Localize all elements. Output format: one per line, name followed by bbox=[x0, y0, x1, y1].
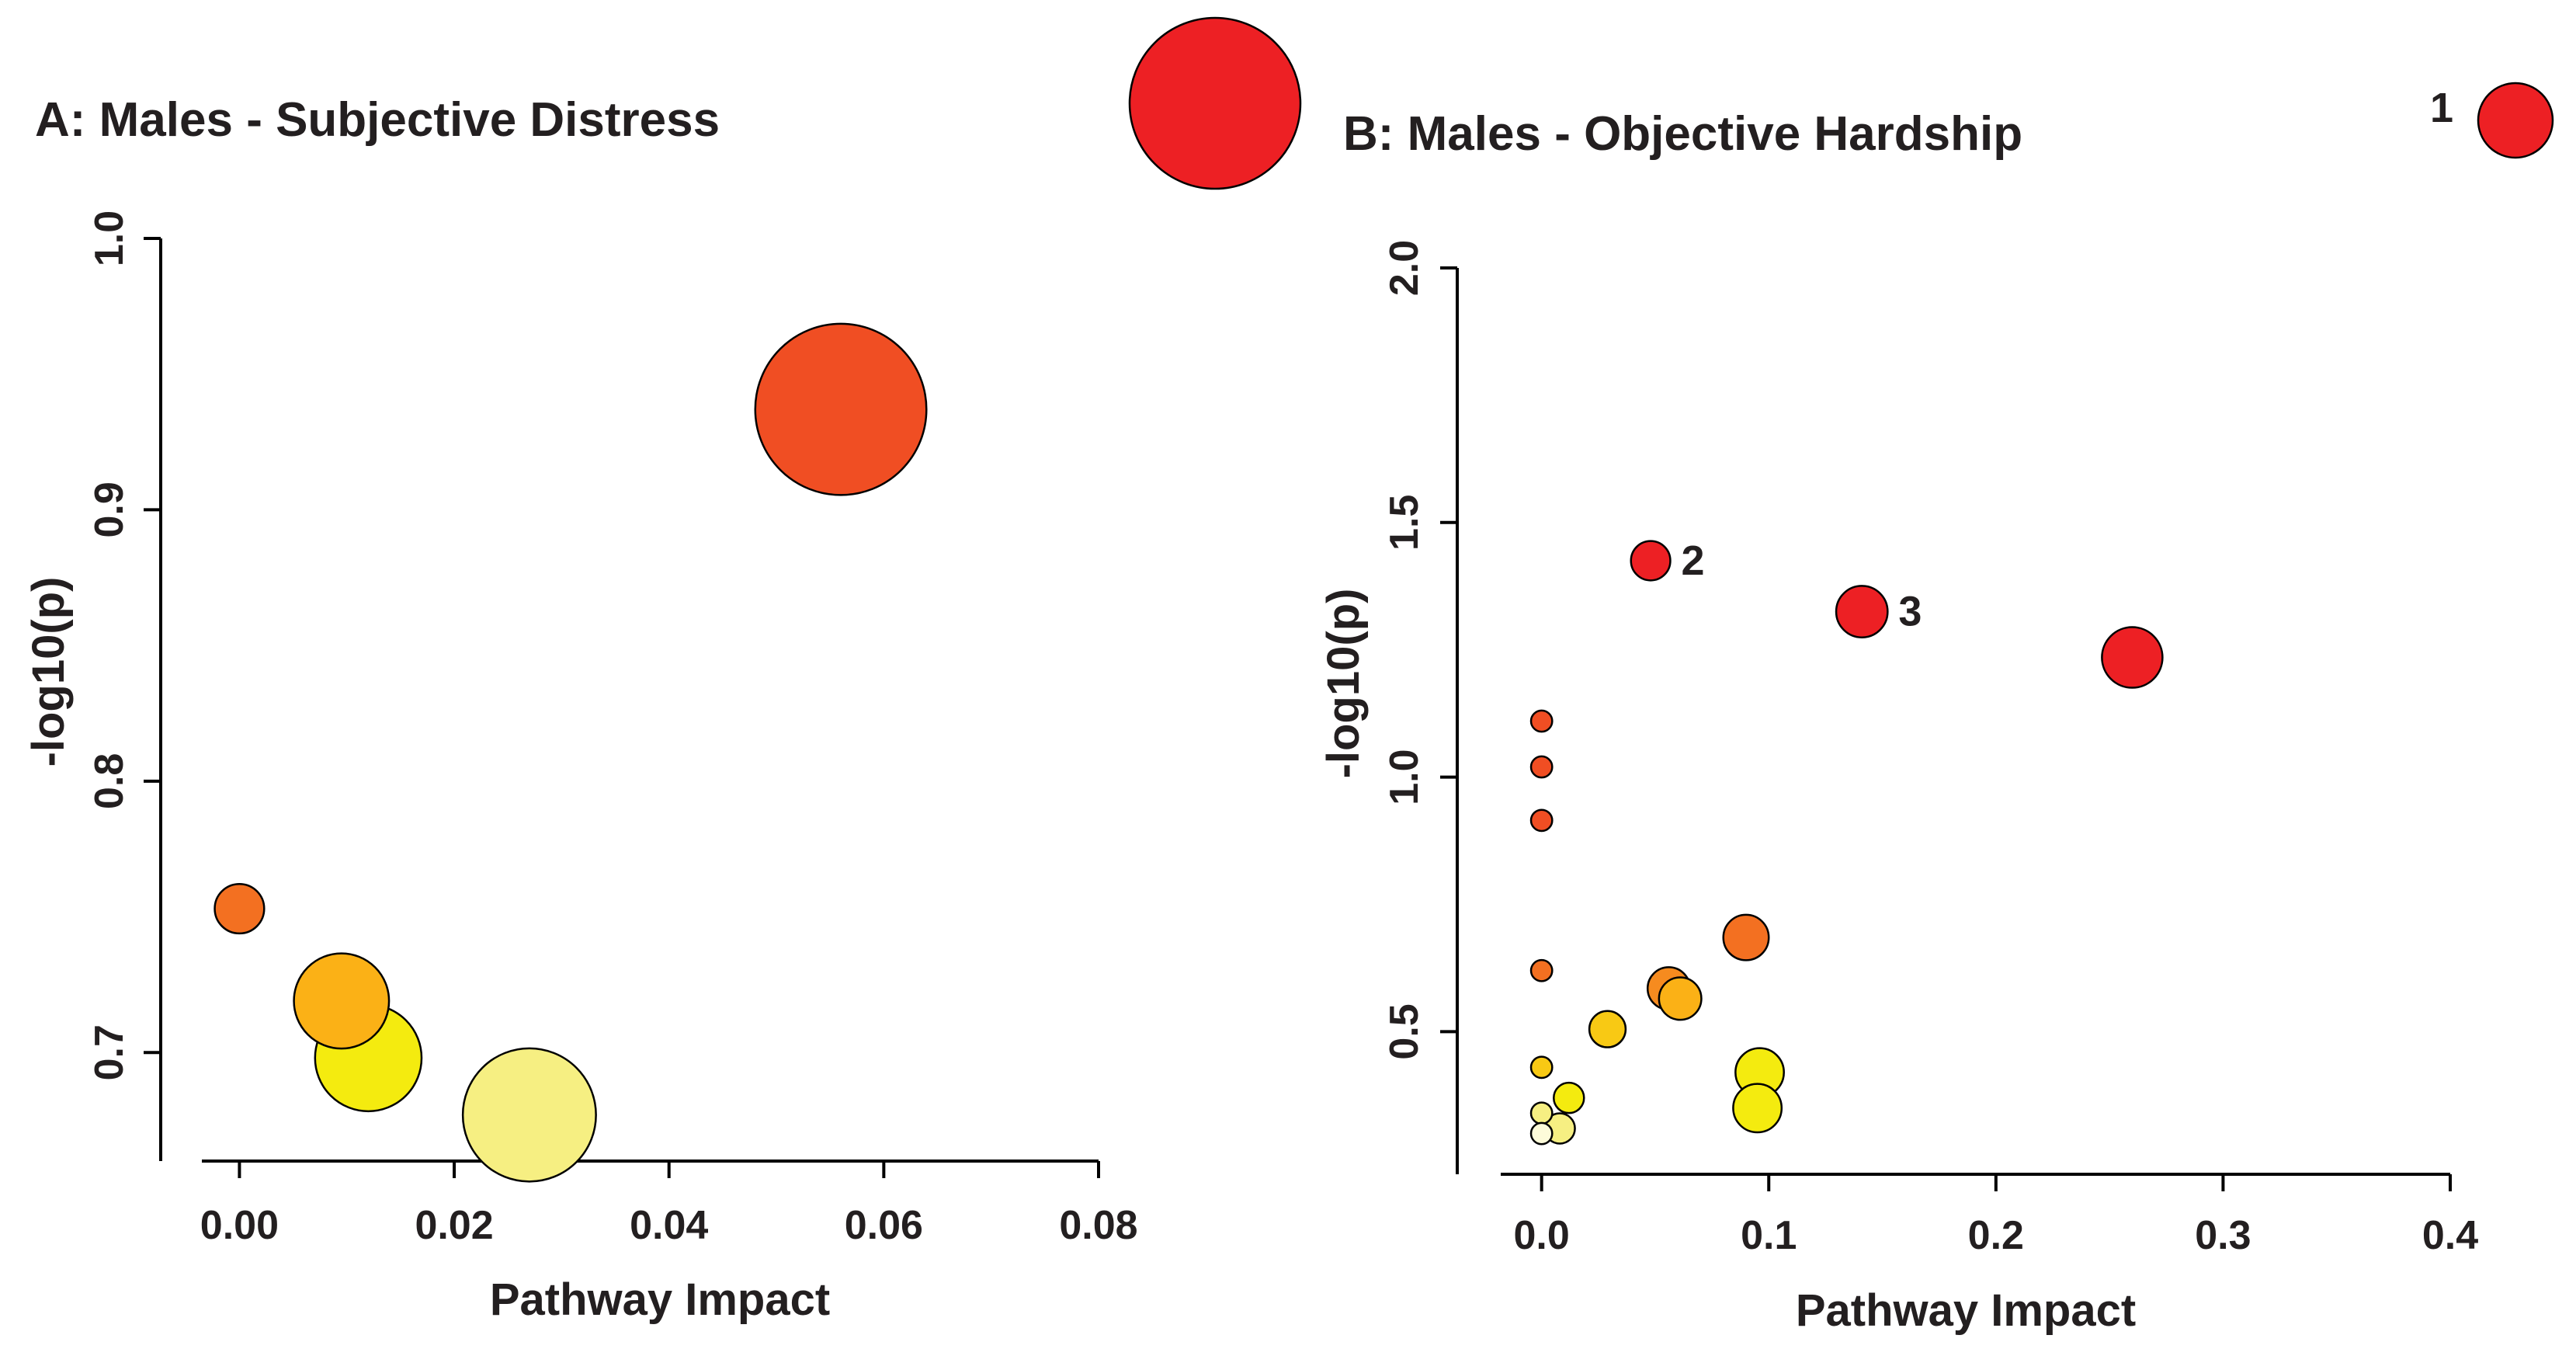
panel-b-bubble bbox=[1529, 808, 1554, 833]
panel-b-bubble bbox=[1732, 1083, 1783, 1134]
panel-b-bubble bbox=[1529, 755, 1554, 779]
panel-b-bubbles bbox=[1529, 540, 2164, 1146]
panel-b-annotations: 23 bbox=[1681, 537, 1922, 635]
panel-a-x-tick-label: 0.04 bbox=[630, 1203, 708, 1248]
panel-a-y-tick-label: 1.0 bbox=[87, 210, 132, 266]
panel-a-x-tick-label: 0.02 bbox=[415, 1203, 493, 1248]
panel-b-bubble bbox=[1529, 709, 1554, 733]
panel-b-x-tick-label: 0.1 bbox=[1741, 1213, 1797, 1258]
panel-a-bubble bbox=[214, 882, 266, 935]
overflow-markers: 1 bbox=[1128, 16, 2554, 190]
panel-a-subjective-distress: A: Males - Subjective Distress 0.00 0.02 0… bbox=[23, 93, 1138, 1325]
panel-a-bubble bbox=[754, 322, 928, 496]
panel-a-x-tick-label: 0.08 bbox=[1059, 1203, 1137, 1248]
panel-b-bubble bbox=[1529, 1101, 1554, 1125]
panel-b-title-prefix: B: Males - bbox=[1343, 107, 1584, 161]
panel-b-bubble bbox=[1553, 1081, 1585, 1114]
panel-a-bubbles bbox=[214, 322, 928, 1183]
panel-a-y-axis-label: -log10(p) bbox=[23, 577, 74, 767]
panel-b-y-tick-label: 1.5 bbox=[1382, 495, 1427, 551]
panel-b-title: B: Males - Objective Hardship bbox=[1343, 107, 2022, 161]
panel-b-x-tick-label: 0.0 bbox=[1514, 1213, 1570, 1258]
overflow-bubble bbox=[1128, 16, 1302, 190]
panel-a-x-tick-label: 0.06 bbox=[845, 1203, 923, 1248]
panel-a-y-tick-label: 0.9 bbox=[87, 482, 132, 537]
panel-b-bubble bbox=[1529, 1055, 1554, 1080]
panel-a-y-tick-label: 0.8 bbox=[87, 753, 132, 809]
panel-b-bubble bbox=[1529, 958, 1554, 982]
overflow-bubble-label: 1 bbox=[2430, 85, 2453, 131]
panel-b-x-tick-label: 0.2 bbox=[1968, 1213, 2024, 1258]
panel-b-bubble bbox=[1658, 976, 1703, 1021]
panel-b-y-axis-label: -log10(p) bbox=[1318, 589, 1369, 779]
panel-a-title-main: Subjective Distress bbox=[276, 93, 720, 147]
panel-b-y-tick-label: 0.5 bbox=[1382, 1003, 1427, 1059]
panel-b-title-main: Objective Hardship bbox=[1584, 107, 2022, 161]
panel-a-bubble bbox=[293, 952, 391, 1050]
panel-b-bubble bbox=[1630, 540, 1672, 582]
panel-b-bubble bbox=[2101, 626, 2164, 689]
panel-a-x-ticks: 0.00 0.02 0.04 0.06 0.08 bbox=[200, 1161, 1138, 1248]
panel-b-bubble-annotation: 2 bbox=[1681, 537, 1704, 584]
panel-b-objective-hardship: B: Males - Objective Hardship 0.0 0.1 0.2 0… bbox=[1318, 107, 2478, 1336]
panel-a-x-tick-label: 0.00 bbox=[200, 1203, 279, 1248]
panel-a-y-ticks: 0.7 0.8 0.9 1.0 bbox=[87, 210, 161, 1080]
overflow-bubble bbox=[2477, 82, 2554, 159]
panel-b-x-axis-label: Pathway Impact bbox=[1796, 1285, 2136, 1336]
panel-b-bubble bbox=[1529, 1121, 1554, 1146]
panel-a-title: A: Males - Subjective Distress bbox=[35, 93, 720, 147]
panel-b-x-tick-label: 0.4 bbox=[2422, 1213, 2478, 1258]
panel-b-x-tick-label: 0.3 bbox=[2195, 1213, 2251, 1258]
panel-b-y-tick-label: 1.0 bbox=[1382, 749, 1427, 805]
panel-a-y-tick-label: 0.7 bbox=[87, 1024, 132, 1080]
panel-b-bubble bbox=[1722, 913, 1770, 961]
panel-a-bubble bbox=[461, 1047, 597, 1183]
panel-b-x-ticks: 0.0 0.1 0.2 0.3 0.4 bbox=[1514, 1174, 2478, 1258]
panel-b-bubble bbox=[1835, 585, 1889, 638]
panel-b-bubble bbox=[1588, 1010, 1627, 1048]
panel-a-x-axis-label: Pathway Impact bbox=[490, 1274, 830, 1325]
panel-b-y-ticks: 0.5 1.0 1.5 2.0 bbox=[1382, 240, 1457, 1060]
panel-a-title-prefix: A: Males - bbox=[35, 93, 276, 147]
panel-b-bubble-annotation: 3 bbox=[1898, 589, 1922, 635]
panel-b-y-tick-label: 2.0 bbox=[1382, 240, 1427, 296]
